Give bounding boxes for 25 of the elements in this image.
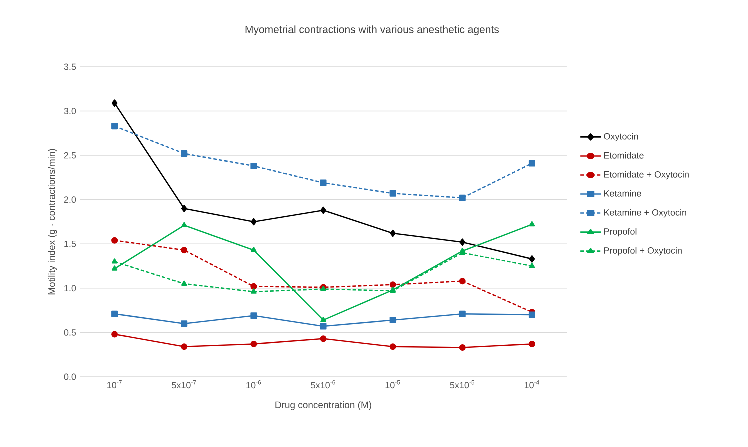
y-tick-label: 3.0	[64, 108, 76, 114]
y-tick-label: 2.5	[64, 152, 76, 159]
x-tick-label: 10$^{-4}$	[524, 380, 540, 389]
legend-label: Ketamine + Oxytocin	[604, 209, 686, 218]
y-tick-label: 3.5	[64, 64, 76, 70]
x-axis-title: Drug concentration (M)	[276, 401, 372, 410]
legend-label: Etomidate	[604, 152, 644, 159]
legend-label: Ketamine	[604, 190, 642, 197]
x-tick-label: 5x10$^{-5}$	[450, 380, 475, 389]
legend-label: Etomidate + Oxytocin	[604, 171, 689, 180]
x-tick-label: 5x10$^{-7}$	[172, 380, 196, 389]
legend-label: Oxytocin	[604, 133, 638, 142]
x-tick-label: 5x10$^{-6}$	[311, 380, 336, 389]
y-tick-label: 0.0	[64, 374, 76, 380]
legend-label: Propofol + Oxytocin	[604, 247, 682, 256]
x-tick-label: 10$^{-6}$	[246, 380, 262, 389]
y-tick-label: 0.5	[64, 330, 76, 336]
y-tick-label: 2.0	[64, 196, 76, 204]
y-tick-label: 1.0	[64, 285, 76, 292]
chart-title: Myometrial contractions with various anesthetic agents	[246, 26, 499, 36]
x-tick-label: 10$^{-5}$	[386, 380, 400, 389]
y-axis-title: Motility index (g · contractions/min)	[48, 149, 58, 295]
x-tick-label: 10$^{-7}$	[108, 380, 122, 389]
y-tick-label: 1.5	[64, 240, 76, 248]
legend-label: Propofol	[604, 228, 637, 237]
